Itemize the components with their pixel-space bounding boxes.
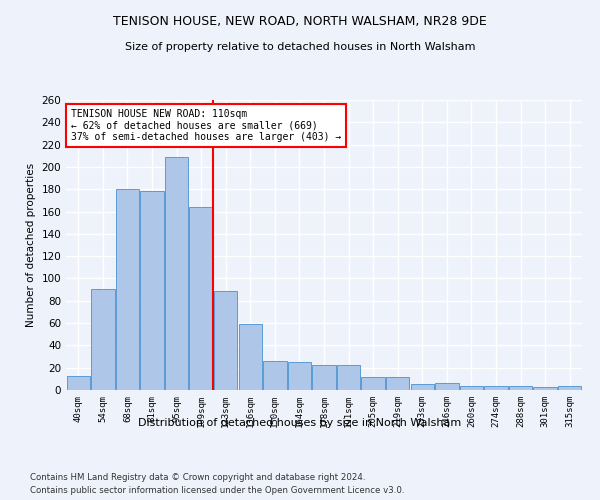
Bar [116, 189, 139, 390]
Bar [214, 290, 238, 390]
Bar [239, 324, 262, 390]
Text: TENISON HOUSE NEW ROAD: 110sqm
← 62% of detached houses are smaller (669)
37% of: TENISON HOUSE NEW ROAD: 110sqm ← 62% of … [71, 108, 341, 142]
Bar [361, 376, 385, 390]
Text: Contains HM Land Registry data © Crown copyright and database right 2024.: Contains HM Land Registry data © Crown c… [30, 472, 365, 482]
Bar [509, 386, 532, 390]
Bar [67, 376, 90, 390]
Text: Size of property relative to detached houses in North Walsham: Size of property relative to detached ho… [125, 42, 475, 52]
Bar [435, 384, 458, 390]
Bar [460, 386, 483, 390]
Bar [558, 386, 581, 390]
Bar [386, 376, 409, 390]
Bar [313, 366, 335, 390]
Bar [140, 192, 164, 390]
Bar [263, 361, 287, 390]
Bar [91, 288, 115, 390]
Text: Contains public sector information licensed under the Open Government Licence v3: Contains public sector information licen… [30, 486, 404, 495]
Bar [484, 386, 508, 390]
Text: Distribution of detached houses by size in North Walsham: Distribution of detached houses by size … [139, 418, 461, 428]
Bar [533, 386, 557, 390]
Text: TENISON HOUSE, NEW ROAD, NORTH WALSHAM, NR28 9DE: TENISON HOUSE, NEW ROAD, NORTH WALSHAM, … [113, 15, 487, 28]
Bar [190, 207, 213, 390]
Bar [288, 362, 311, 390]
Bar [165, 157, 188, 390]
Bar [410, 384, 434, 390]
Y-axis label: Number of detached properties: Number of detached properties [26, 163, 36, 327]
Bar [337, 366, 360, 390]
